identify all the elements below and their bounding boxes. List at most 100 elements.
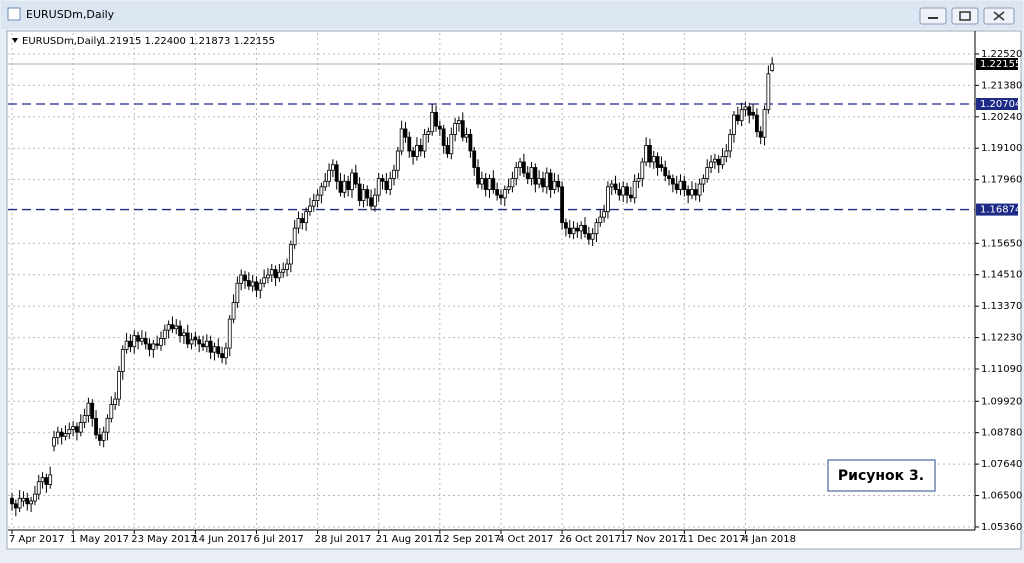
candle-body: [449, 134, 454, 155]
candle-body: [224, 347, 228, 359]
candle-body: [128, 340, 133, 348]
candle-body: [560, 186, 564, 224]
candle-body: [330, 164, 335, 171]
candle-body: [437, 125, 442, 130]
candle-body: [216, 346, 221, 354]
candle-body: [319, 186, 324, 196]
y-tick-label: 1.11090: [981, 364, 1022, 375]
x-tick-label: 17 Nov 2017: [620, 534, 684, 545]
candle-body: [621, 186, 626, 196]
candle-body: [418, 145, 423, 152]
candle-body: [403, 128, 408, 138]
candle-body: [525, 172, 530, 179]
title-bar: [1, 1, 1023, 29]
candle-body: [441, 128, 446, 146]
candle-body: [361, 189, 366, 201]
candle-body: [735, 114, 740, 122]
y-tick-label: 1.07640: [981, 459, 1022, 470]
window-icon: [7, 7, 21, 21]
candle-body: [670, 178, 675, 185]
x-tick-label: 7 Apr 2017: [9, 534, 64, 545]
candle-body: [755, 114, 759, 133]
candle-body: [208, 340, 213, 353]
candle-body: [308, 205, 312, 213]
candle-body: [499, 194, 503, 199]
candle-body: [411, 150, 416, 157]
x-tick-label: 12 Sep 2017: [437, 534, 500, 545]
y-tick-label: 1.19100: [981, 143, 1022, 154]
candle-body: [365, 189, 370, 199]
candle-body: [579, 225, 584, 232]
candle-body: [78, 422, 83, 433]
candle-body: [537, 178, 542, 185]
candle-body: [632, 180, 637, 199]
candle-body: [25, 497, 30, 505]
candle-body: [751, 111, 755, 116]
y-tick-label: 1.21380: [981, 80, 1022, 91]
candle-body: [644, 145, 649, 163]
candle-body: [766, 73, 771, 111]
candle-body: [502, 189, 507, 199]
candle-body: [617, 189, 622, 196]
candle-body: [101, 431, 106, 441]
candle-body: [407, 136, 412, 152]
candle-body: [304, 211, 309, 224]
maximize-button[interactable]: [951, 7, 979, 25]
candle-body: [720, 156, 725, 166]
plot: 1.22520 1.21380 1.20240 1.19100 1.17960 1.156…: [8, 33, 1022, 545]
candle-body: [598, 216, 603, 224]
candle-body: [262, 277, 267, 284]
candle-body: [648, 145, 652, 163]
candle-body: [552, 180, 557, 190]
x-tick-label: 4 Jan 2018: [742, 534, 796, 545]
candle-body: [338, 180, 343, 193]
candle-body: [479, 178, 484, 185]
candle-body: [445, 145, 450, 155]
candle-body: [640, 161, 645, 179]
candle-body: [71, 426, 76, 430]
candle-body: [353, 172, 358, 185]
ohlc-readout: 1.21915 1.22400 1.21873 1.22155: [100, 36, 275, 47]
candle-body: [250, 281, 255, 287]
candle-body: [636, 178, 641, 182]
candle-body: [243, 274, 247, 281]
candle-body: [273, 269, 278, 279]
candle-body: [97, 434, 102, 441]
y-tick-label: 1.06500: [981, 491, 1022, 502]
candle-body: [36, 481, 41, 495]
candle-body: [369, 197, 373, 207]
maximize-icon: [959, 11, 971, 21]
candle-body: [548, 172, 553, 190]
symbol-menu-arrow[interactable]: [12, 38, 18, 43]
candle-body: [376, 178, 381, 196]
candle-body: [143, 338, 148, 345]
candle-body: [758, 131, 763, 138]
candle-body: [285, 263, 289, 270]
candle-body: [323, 180, 328, 188]
x-tick-label: 21 Aug 2017: [376, 534, 440, 545]
candle-body: [415, 145, 419, 157]
x-tick-label: 26 Oct 2017: [559, 534, 621, 545]
candle-body: [342, 180, 347, 193]
candle-body: [709, 161, 713, 168]
candle-body: [13, 503, 18, 509]
candle-body: [659, 164, 664, 168]
candle-body: [743, 106, 748, 111]
candle-body: [212, 346, 217, 353]
candle-body: [201, 343, 205, 348]
close-icon: [993, 11, 1005, 21]
annotation: Рисунок 3.: [838, 468, 924, 484]
minimize-button[interactable]: [919, 7, 947, 25]
candle-body: [231, 302, 236, 320]
candle-body: [521, 161, 526, 174]
candle-body: [514, 167, 519, 179]
level-label: 1.20704: [980, 99, 1021, 110]
candle-body: [281, 269, 286, 273]
candle-body: [357, 183, 362, 201]
candle-body: [113, 398, 118, 405]
candle-body: [533, 167, 538, 185]
candle-body: [583, 225, 587, 235]
candle-body: [10, 497, 14, 505]
candle-body: [575, 227, 580, 232]
candle-body: [86, 402, 91, 417]
